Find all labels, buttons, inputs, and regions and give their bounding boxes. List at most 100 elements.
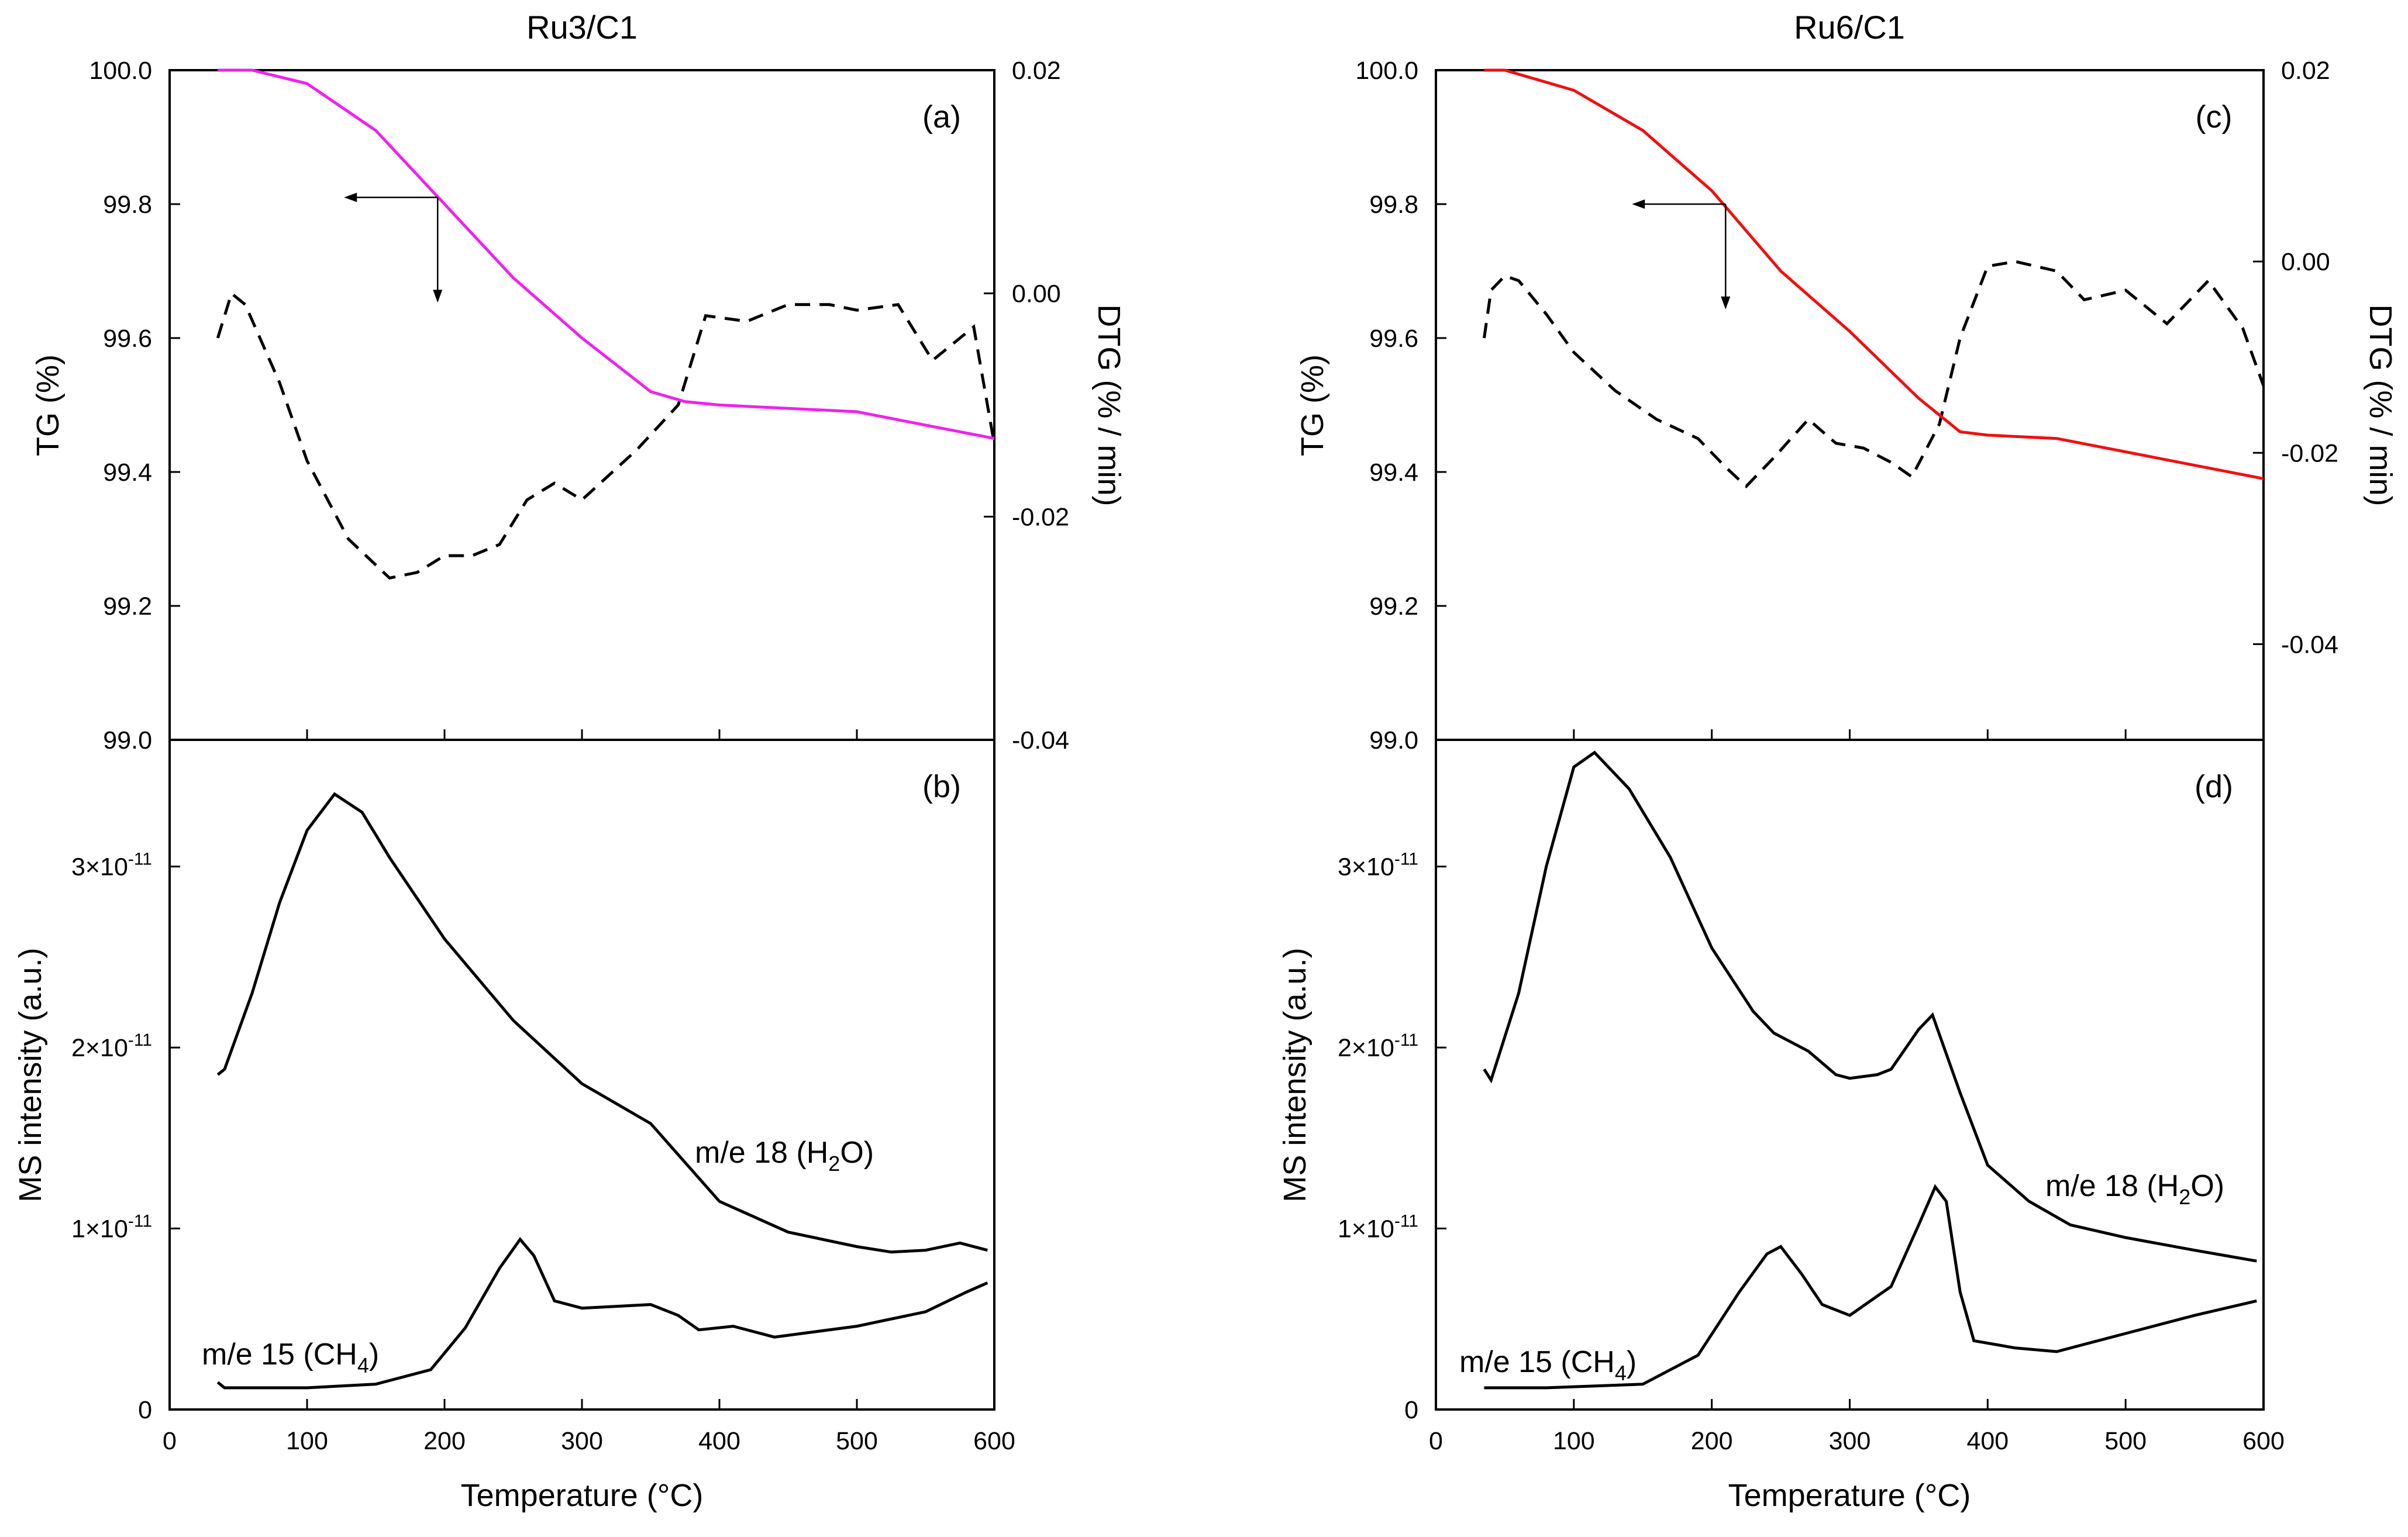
ms-y-tick-exponent: -11 xyxy=(128,1212,152,1231)
h2o-label-end: O) xyxy=(840,1136,874,1170)
x-tick-label: 400 xyxy=(1966,1427,2009,1455)
axis-arrow-down-head xyxy=(433,290,443,303)
axis-arrow-left-head xyxy=(344,192,357,202)
ms-y-tick-label: 3×10-11 xyxy=(1338,850,1418,881)
y2-tick-label: -0.02 xyxy=(2281,439,2338,467)
panel-a-plot xyxy=(168,68,996,740)
panel-d-y-ticks: 01×10-112×10-113×10-11 xyxy=(1338,850,1446,1424)
x-tick-label: 300 xyxy=(561,1427,603,1455)
panel-letter-b: (b) xyxy=(922,769,961,804)
x-ticks: 0 100 200 300 400 500 600 xyxy=(1429,1399,2285,1455)
x-tick-label: 500 xyxy=(2104,1427,2147,1455)
ms-y-tick-exponent: -11 xyxy=(1394,1212,1418,1231)
y-tick-label: 99.2 xyxy=(1369,592,1418,621)
ms-axis-title: MS intensity (a.u.) xyxy=(13,947,48,1202)
y-tick-label: 99.6 xyxy=(103,325,152,353)
dtg-series-line xyxy=(216,291,996,580)
h2o-label: m/e 18 (H2O) xyxy=(695,1136,874,1176)
chart-ru6: Ru6/C1 (c) 99.0 99.2 99.4 99.6 99.8 100.0 -0.… xyxy=(1277,9,2398,1513)
x-tick-label: 600 xyxy=(973,1427,1015,1455)
panel-d-plot xyxy=(1483,750,2257,1390)
x-tick-label: 200 xyxy=(423,1427,466,1455)
panel-letter-a: (a) xyxy=(922,99,961,135)
ms-y-tick-exponent: -11 xyxy=(1394,1031,1418,1050)
ms-axis-title: MS intensity (a.u.) xyxy=(1277,947,1312,1202)
chart-title: Ru3/C1 xyxy=(526,9,638,46)
ms-y-tick-base: 1×10 xyxy=(71,1215,128,1243)
y-tick-label: 100.0 xyxy=(1355,57,1418,85)
tg-axis-title: TG (%) xyxy=(1295,354,1330,456)
x-tick-label: 200 xyxy=(1691,1427,1733,1455)
ch4-series-line xyxy=(216,1237,988,1390)
axis-arrow-left-head xyxy=(1632,199,1645,209)
ch4-label-sub: 4 xyxy=(357,1353,369,1377)
panel-b-plot xyxy=(216,792,988,1390)
chart-title: Ru6/C1 xyxy=(1794,9,1905,46)
tg-axis-title: TG (%) xyxy=(30,354,66,456)
panel-a-y2-ticks: -0.04 -0.02 0.00 0.02 xyxy=(984,57,1069,754)
chart-ru3: Ru3/C1 (a) 99.0 99.2 99.4 99.6 99.8 100.0 -0.… xyxy=(13,9,1127,1513)
ch4-label-end: ) xyxy=(369,1338,379,1371)
ch4-series-line xyxy=(1484,1184,2257,1390)
x-tick-label: 500 xyxy=(836,1427,878,1455)
x-tick-label: 300 xyxy=(1829,1427,1871,1455)
ch4-label: m/e 15 (CH4) xyxy=(202,1338,379,1377)
h2o-label-end: O) xyxy=(2190,1169,2224,1203)
panel-c-frame xyxy=(1435,69,2265,741)
ms-y-tick-exponent: -11 xyxy=(128,850,152,869)
dtg-axis-title: DTG (% / min) xyxy=(1091,305,1127,506)
h2o-label-main: m/e 18 (H xyxy=(695,1136,828,1170)
ms-y-tick-base: 2×10 xyxy=(71,1034,128,1062)
y-tick-label: 100.0 xyxy=(89,57,152,85)
y2-tick-label: -0.04 xyxy=(1012,726,1069,754)
ms-y-tick-label: 2×10-11 xyxy=(71,1031,152,1062)
y2-tick-label: 0.00 xyxy=(1012,280,1061,308)
x-tick-label: 0 xyxy=(163,1427,177,1455)
ms-y-tick-label: 1×10-11 xyxy=(1338,1212,1418,1243)
y2-tick-label: -0.02 xyxy=(1012,503,1069,531)
ms-y-tick-base: 0 xyxy=(138,1396,152,1424)
ch4-label-main: m/e 15 (CH xyxy=(202,1338,357,1371)
panel-c-plot xyxy=(1435,68,2265,740)
tg-series-line xyxy=(1484,68,2264,480)
ms-y-tick-base: 1×10 xyxy=(1338,1215,1394,1243)
dtg-series-line xyxy=(1483,260,2265,489)
y-tick-label: 99.0 xyxy=(1369,726,1418,754)
x-axis-title: Temperature (°C) xyxy=(1728,1478,1971,1513)
y-tick-label: 99.4 xyxy=(1369,459,1418,487)
panel-c-y-ticks: 99.0 99.2 99.4 99.6 99.8 100.0 xyxy=(1355,57,1446,754)
panel-letter-c: (c) xyxy=(2196,99,2233,135)
panel-c-y2-ticks: -0.04 -0.02 0.00 0.02 xyxy=(2253,57,2338,659)
y2-tick-label: 0.02 xyxy=(1012,57,1061,85)
y-tick-label: 99.6 xyxy=(1369,325,1418,353)
x-tick-label: 400 xyxy=(698,1427,740,1455)
panel-b-y-ticks: 01×10-112×10-113×10-11 xyxy=(71,850,180,1424)
x-tick-label: 100 xyxy=(1553,1427,1595,1455)
x-axis-title: Temperature (°C) xyxy=(461,1478,704,1513)
ms-y-tick-label: 1×10-11 xyxy=(71,1212,152,1243)
h2o-label: m/e 18 (H2O) xyxy=(2045,1169,2224,1209)
dtg-axis-title: DTG (% / min) xyxy=(2363,305,2398,506)
y-tick-label: 99.0 xyxy=(103,726,152,754)
h2o-label-sub: 2 xyxy=(2179,1185,2190,1209)
ms-y-tick-exponent: -11 xyxy=(128,1031,152,1050)
ch4-label: m/e 15 (CH4) xyxy=(1459,1345,1637,1385)
x-tick-label: 0 xyxy=(1429,1427,1443,1455)
ch4-label-sub: 4 xyxy=(1615,1361,1627,1385)
panel-d-frame xyxy=(1435,739,2265,1411)
ms-y-tick-label: 0 xyxy=(1404,1396,1418,1424)
h2o-label-main: m/e 18 (H xyxy=(2045,1169,2179,1203)
y-tick-label: 99.2 xyxy=(103,592,152,621)
h2o-series-line xyxy=(216,792,988,1254)
y-tick-label: 99.4 xyxy=(103,459,152,487)
y2-tick-label: -0.04 xyxy=(2281,630,2338,659)
panel-letter-d: (d) xyxy=(2195,769,2233,804)
ms-y-tick-label: 0 xyxy=(138,1396,152,1424)
h2o-label-sub: 2 xyxy=(828,1152,840,1176)
y-tick-label: 99.8 xyxy=(103,191,152,219)
ch4-label-main: m/e 15 (CH xyxy=(1459,1345,1615,1379)
y2-tick-label: 0.02 xyxy=(2281,57,2330,85)
ms-y-tick-label: 3×10-11 xyxy=(71,850,152,881)
ms-y-tick-label: 2×10-11 xyxy=(1338,1031,1418,1062)
